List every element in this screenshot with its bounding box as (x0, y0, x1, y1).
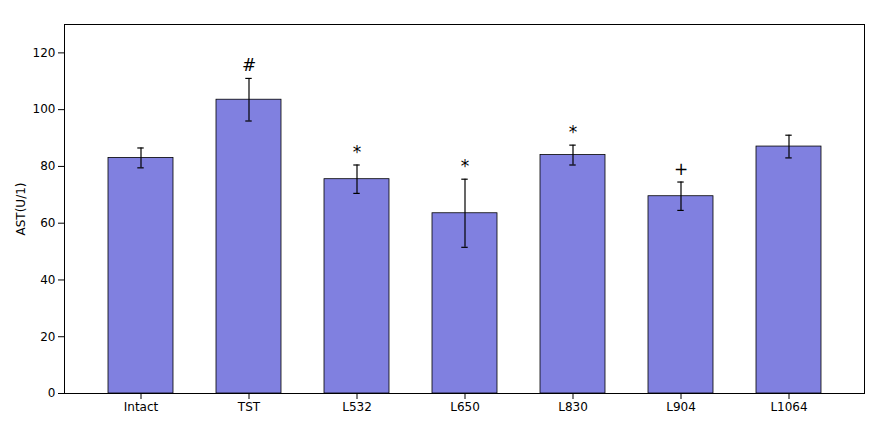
svg-text:100: 100 (33, 102, 56, 116)
svg-text:L1064: L1064 (770, 400, 807, 414)
svg-text:+: + (674, 159, 688, 179)
svg-text:120: 120 (33, 46, 56, 60)
svg-text:L532: L532 (342, 400, 372, 414)
svg-text:80: 80 (40, 159, 55, 173)
svg-text:*: * (569, 122, 578, 142)
svg-text:60: 60 (40, 216, 55, 230)
svg-text:#: # (242, 55, 256, 75)
svg-text:*: * (461, 156, 470, 176)
svg-text:AST(U/1): AST(U/1) (14, 183, 28, 236)
svg-text:0: 0 (48, 386, 56, 400)
svg-text:*: * (353, 142, 362, 162)
svg-text:L830: L830 (558, 400, 588, 414)
svg-text:L904: L904 (666, 400, 696, 414)
svg-text:L650: L650 (450, 400, 480, 414)
svg-text:Intact: Intact (124, 400, 159, 414)
svg-text:TST: TST (237, 400, 261, 414)
svg-text:40: 40 (40, 273, 55, 287)
svg-text:20: 20 (40, 330, 55, 344)
